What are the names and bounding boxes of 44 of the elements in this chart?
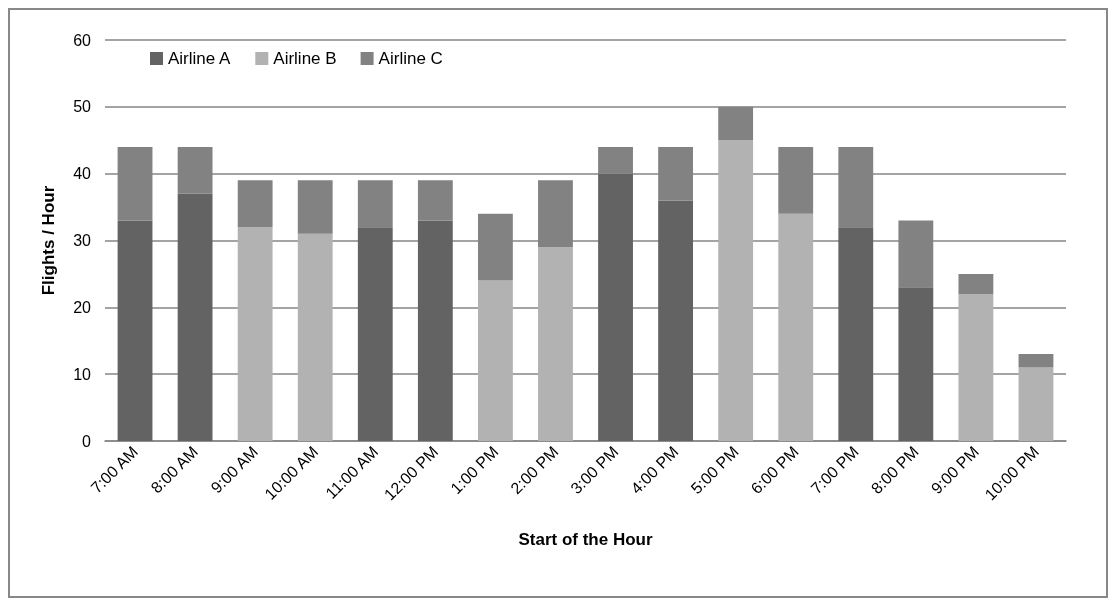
bar bbox=[417, 180, 453, 221]
bar bbox=[1018, 354, 1054, 368]
x-tick-label: 8:00 PM bbox=[867, 442, 922, 498]
x-axis-title: Start of the Hour bbox=[518, 530, 653, 549]
bar bbox=[958, 273, 994, 294]
y-tick-label: 20 bbox=[73, 298, 92, 316]
x-tick-label: 5:00 PM bbox=[687, 442, 742, 498]
bar bbox=[237, 227, 273, 441]
bar bbox=[598, 173, 633, 441]
bar bbox=[718, 140, 754, 441]
bar bbox=[778, 213, 814, 441]
legend-label: Airline B bbox=[273, 49, 337, 68]
bar bbox=[297, 180, 333, 234]
bar bbox=[357, 227, 393, 441]
x-tick-label: 9:00 PM bbox=[927, 442, 982, 498]
bar bbox=[357, 180, 393, 228]
y-tick-label: 10 bbox=[73, 365, 92, 383]
x-tick-label: 1:00 PM bbox=[447, 442, 502, 498]
bar bbox=[538, 247, 573, 441]
legend-label: Airline A bbox=[168, 49, 232, 68]
bar bbox=[417, 220, 453, 441]
y-axis-title: Flights / Hour bbox=[39, 185, 58, 296]
x-tick-label: 4:00 PM bbox=[627, 442, 682, 498]
bar bbox=[237, 180, 273, 228]
bar bbox=[117, 220, 153, 441]
bar bbox=[898, 287, 934, 441]
x-tick-label: 9:00 AM bbox=[207, 442, 262, 497]
bar bbox=[1018, 367, 1054, 441]
bar bbox=[177, 193, 213, 441]
x-tick-label: 7:00 PM bbox=[807, 442, 862, 498]
y-tick-label: 0 bbox=[82, 432, 92, 450]
bar bbox=[838, 227, 874, 441]
bar bbox=[658, 200, 694, 441]
y-tick-label: 50 bbox=[73, 98, 92, 116]
legend-label: Airline C bbox=[378, 49, 443, 68]
y-tick-label: 30 bbox=[73, 232, 92, 249]
y-tick-label: 60 bbox=[73, 31, 92, 49]
bar bbox=[958, 293, 994, 441]
x-tick-label: 3:00 PM bbox=[567, 442, 622, 498]
bar bbox=[297, 233, 333, 441]
y-tick-label: 40 bbox=[73, 165, 92, 183]
x-tick-label: 8:00 AM bbox=[147, 442, 202, 497]
x-tick-label: 6:00 PM bbox=[747, 442, 802, 498]
bar bbox=[477, 280, 513, 441]
